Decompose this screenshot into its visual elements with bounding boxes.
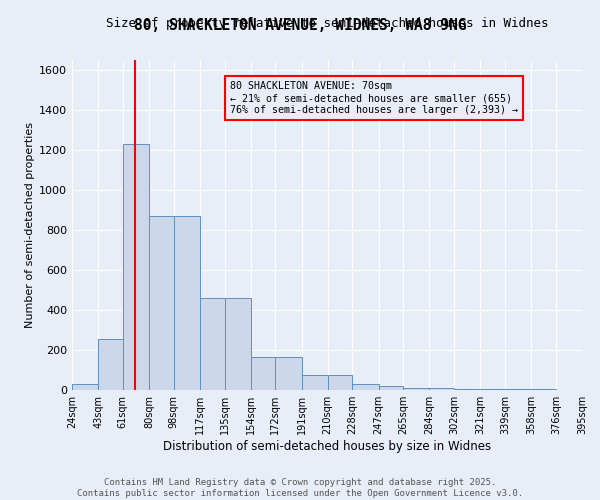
Bar — [403, 388, 430, 390]
Bar — [98, 339, 123, 390]
X-axis label: Distribution of semi-detached houses by size in Widnes: Distribution of semi-detached houses by … — [163, 440, 491, 453]
Bar — [72, 384, 98, 390]
Bar — [123, 144, 149, 390]
Title: Size of property relative to semi-detached houses in Widnes: Size of property relative to semi-detach… — [106, 16, 548, 30]
Bar — [251, 357, 275, 390]
Bar — [328, 375, 352, 390]
Text: 80 SHACKLETON AVENUE: 70sqm
← 21% of semi-detached houses are smaller (655)
76% : 80 SHACKLETON AVENUE: 70sqm ← 21% of sem… — [230, 82, 518, 114]
Bar — [200, 298, 224, 390]
Bar — [149, 216, 174, 390]
Bar — [430, 388, 454, 390]
Bar — [302, 375, 328, 390]
Text: Contains HM Land Registry data © Crown copyright and database right 2025.
Contai: Contains HM Land Registry data © Crown c… — [77, 478, 523, 498]
Bar — [379, 386, 403, 390]
Y-axis label: Number of semi-detached properties: Number of semi-detached properties — [25, 122, 35, 328]
Bar — [275, 357, 302, 390]
Bar — [454, 389, 480, 390]
Text: 80, SHACKLETON AVENUE, WIDNES, WA8 9NG: 80, SHACKLETON AVENUE, WIDNES, WA8 9NG — [134, 18, 466, 32]
Bar — [224, 298, 251, 390]
Bar — [352, 384, 379, 390]
Bar — [174, 216, 200, 390]
